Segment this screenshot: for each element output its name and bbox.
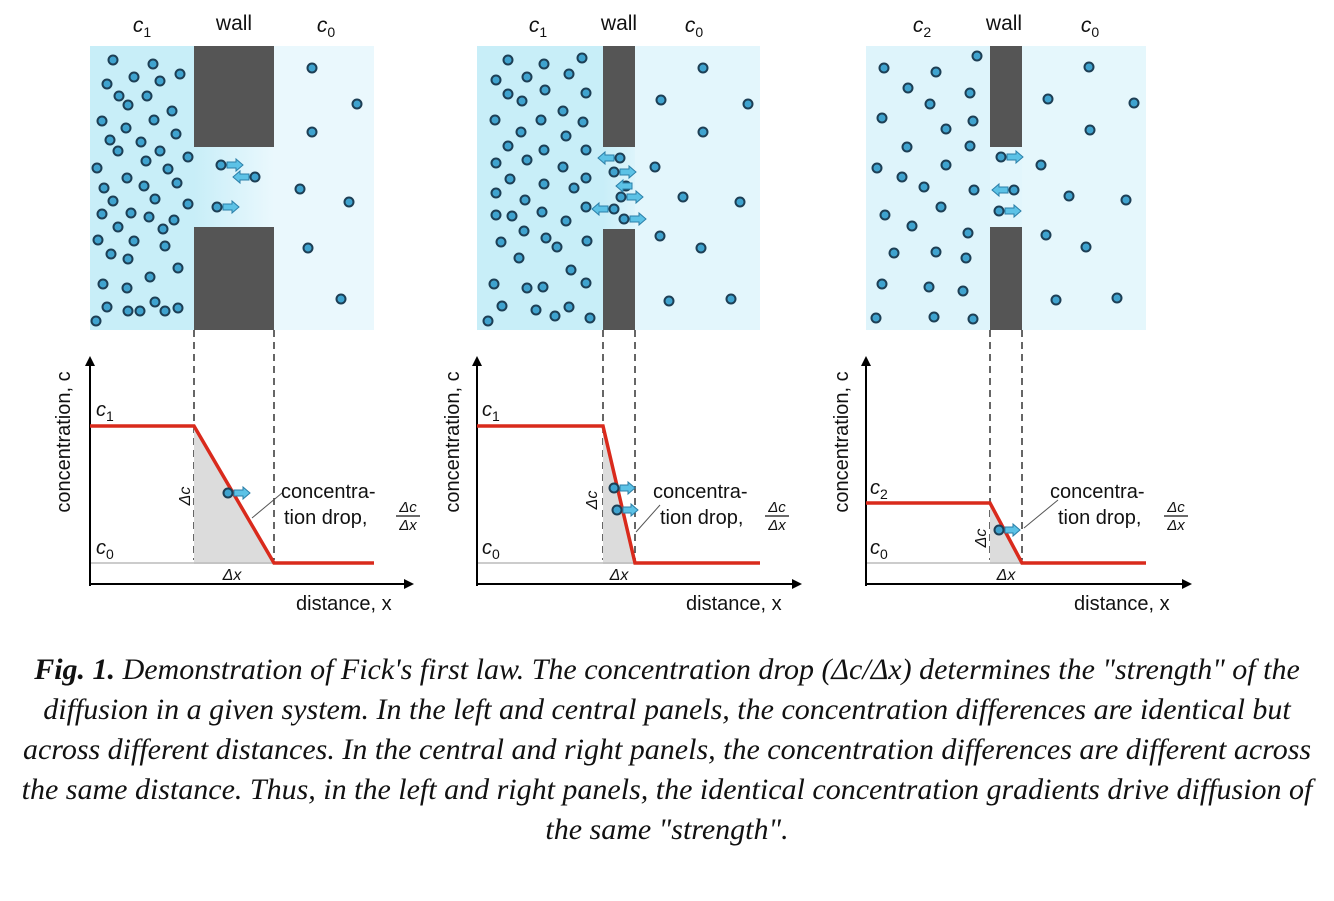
left-wall-label: wall: [215, 12, 252, 35]
center-graph-molecule-2: [611, 504, 623, 516]
center-annotation-line2: tion drop,: [660, 507, 743, 529]
center-delta-x-label: Δx: [609, 567, 630, 584]
left-c0-label: c0: [317, 14, 336, 40]
left-wall-upper: [194, 46, 274, 147]
left-x-axis-label: distance, x: [296, 593, 392, 615]
left-wall-lower: [194, 227, 274, 330]
right-x-axis-label: distance, x: [1074, 593, 1170, 615]
fick-law-figure: c1 wall c0 c1 c0 Δc Δx concentra- tion d…: [53, 12, 1192, 615]
center-x-axis-label: distance, x: [686, 593, 782, 615]
left-molecules: [90, 54, 363, 327]
left-annotation-leader: [251, 492, 283, 519]
right-graph-c2-label: c2: [870, 477, 888, 502]
right-molecules: [870, 50, 1140, 325]
figure-caption: Fig. 1. Demonstration of Fick's first la…: [20, 650, 1314, 850]
right-fraction-numerator: Δc: [1166, 499, 1185, 516]
center-gradient-line: [477, 424, 760, 565]
right-annotation-line1: concentra-: [1050, 481, 1145, 503]
center-flux-arrows: [591, 150, 647, 227]
center-graph-c1-label: c1: [482, 399, 500, 424]
left-graph-c1-label: c1: [96, 399, 114, 424]
center-y-axis-label: concentration, c: [442, 371, 464, 512]
center-graph-c0-label: c0: [482, 537, 500, 562]
panel-right: c2 wall c0 c2 c0 Δc Δx concentra- tion d…: [831, 12, 1192, 615]
right-wall-label: wall: [985, 12, 1022, 35]
right-graph-molecule: [993, 524, 1005, 536]
left-delta-x-label: Δx: [222, 567, 243, 584]
center-wall-upper: [603, 46, 635, 147]
right-wall-lower: [990, 227, 1022, 330]
panel-left: c1 wall c0 c1 c0 Δc Δx concentra- tion d…: [53, 12, 420, 615]
center-low-concentration-region: [635, 46, 760, 330]
right-graph-arrow: [1004, 522, 1021, 538]
left-y-axis-label: concentration, c: [53, 371, 75, 512]
caption-label: Fig. 1.: [34, 653, 116, 686]
left-annotation-line2: tion drop,: [284, 507, 367, 529]
center-annotation-leader: [635, 504, 661, 533]
left-delta-c-label: Δc: [177, 487, 194, 507]
right-c0-label: c0: [1081, 14, 1100, 40]
left-graph-molecule: [222, 487, 234, 499]
caption-text: Demonstration of Fick's first law. The c…: [21, 653, 1313, 846]
center-graph-arrow-1: [619, 480, 636, 496]
right-annotation-line2: tion drop,: [1058, 507, 1141, 529]
center-c0-label: c0: [685, 14, 704, 40]
right-c2-label: c2: [913, 14, 932, 40]
right-fraction-denominator: Δx: [1166, 517, 1185, 534]
right-wall-upper: [990, 46, 1022, 147]
right-annotation-leader: [1023, 499, 1059, 529]
center-molecules: [482, 52, 754, 327]
center-wall-label: wall: [600, 12, 637, 35]
center-annotation-line1: concentra-: [653, 481, 748, 503]
center-wall-lower: [603, 229, 635, 330]
left-flux-arrows: [222, 157, 250, 215]
right-right-region: [1022, 46, 1146, 330]
left-low-concentration-region: [274, 46, 374, 330]
center-graph-molecule-1: [608, 482, 620, 494]
right-flux-arrows: [991, 149, 1024, 219]
center-delta-c-label: Δc: [584, 491, 601, 511]
left-fraction-denominator: Δx: [398, 517, 417, 534]
left-fraction-numerator: Δc: [398, 499, 417, 516]
left-annotation-line1: concentra-: [281, 481, 376, 503]
right-delta-c-label: Δc: [973, 529, 990, 549]
left-graph-c0-label: c0: [96, 537, 114, 562]
left-pore-region: [194, 147, 274, 227]
right-graph-c0-label: c0: [870, 537, 888, 562]
right-delta-x-label: Δx: [996, 567, 1017, 584]
center-fraction-denominator: Δx: [767, 517, 786, 534]
center-fraction-numerator: Δc: [767, 499, 786, 516]
right-y-axis-label: concentration, c: [831, 371, 853, 512]
left-graph-arrow: [233, 485, 251, 501]
left-c1-label: c1: [133, 14, 152, 40]
center-graph-arrow-2: [622, 502, 639, 518]
center-c1-label: c1: [529, 14, 548, 40]
panel-center: c1 wall c0 c1 c0 Δc Δx concentra- tion d…: [442, 12, 802, 615]
